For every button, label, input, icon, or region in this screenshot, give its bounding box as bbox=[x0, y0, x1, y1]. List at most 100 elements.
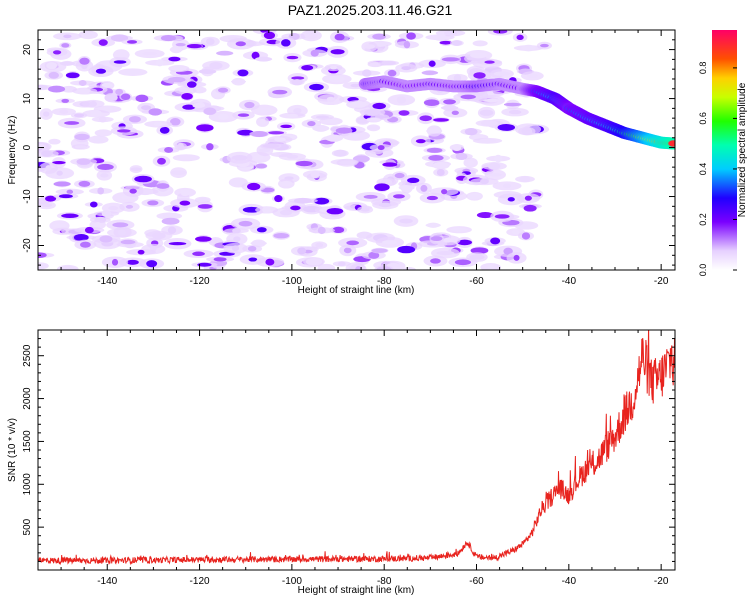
noise-blob bbox=[216, 50, 234, 56]
noise-blob bbox=[80, 241, 91, 248]
noise-blob bbox=[259, 118, 266, 125]
noise-blob bbox=[48, 85, 66, 93]
noise-blob bbox=[469, 254, 485, 260]
noise-blob bbox=[503, 102, 522, 107]
x-tick-label: -20 bbox=[654, 576, 669, 587]
noise-blob bbox=[181, 93, 193, 100]
noise-blob bbox=[93, 136, 104, 143]
noise-blob bbox=[470, 52, 487, 59]
spectrogram-noise bbox=[38, 30, 552, 270]
noise-blob bbox=[205, 38, 215, 45]
noise-blob bbox=[74, 133, 90, 141]
noise-blob bbox=[231, 155, 248, 161]
noise-blob bbox=[294, 197, 312, 204]
noise-blob bbox=[374, 183, 390, 191]
noise-blob bbox=[251, 51, 260, 60]
noise-blob bbox=[192, 102, 206, 108]
noise-blob bbox=[120, 195, 131, 200]
noise-blob bbox=[170, 170, 187, 176]
noise-blob bbox=[503, 247, 513, 255]
colorbar-tick-label: 0.4 bbox=[698, 163, 708, 176]
noise-blob bbox=[480, 178, 489, 185]
noise-blob bbox=[525, 127, 532, 132]
noise-blob bbox=[112, 52, 130, 58]
y-tick-label: -20 bbox=[22, 238, 33, 253]
noise-blob bbox=[63, 34, 72, 39]
colorbar-gradient bbox=[712, 30, 737, 270]
noise-blob bbox=[521, 44, 536, 52]
noise-blob bbox=[297, 247, 307, 255]
noise-blob bbox=[343, 247, 352, 254]
noise-blob bbox=[235, 41, 246, 47]
noise-blob bbox=[473, 72, 486, 79]
noise-blob bbox=[317, 265, 336, 270]
noise-blob bbox=[436, 251, 455, 256]
noise-blob bbox=[432, 161, 450, 169]
x-tick-label: -120 bbox=[190, 576, 210, 587]
noise-blob bbox=[206, 143, 214, 151]
noise-blob bbox=[262, 143, 280, 149]
noise-blob bbox=[110, 34, 129, 42]
x-tick-label: -60 bbox=[469, 276, 484, 287]
colorbar-tick-label: 0.6 bbox=[698, 112, 708, 125]
noise-blob bbox=[310, 170, 320, 179]
noise-blob bbox=[479, 109, 494, 116]
noise-blob bbox=[180, 188, 190, 197]
noise-blob bbox=[540, 43, 549, 48]
noise-blob bbox=[147, 200, 159, 206]
noise-blob bbox=[398, 184, 415, 191]
noise-blob bbox=[478, 138, 497, 144]
noise-blob bbox=[399, 218, 413, 224]
noise-blob bbox=[426, 195, 438, 201]
noise-blob bbox=[382, 240, 398, 245]
noise-blob bbox=[454, 259, 472, 266]
noise-blob bbox=[48, 139, 61, 144]
snr-plot-area bbox=[38, 330, 675, 570]
noise-blob bbox=[182, 155, 190, 160]
noise-blob bbox=[250, 131, 268, 138]
noise-blob bbox=[263, 31, 276, 40]
noise-blob bbox=[126, 40, 138, 44]
noise-blob bbox=[467, 193, 482, 200]
snr-x-ticks: -140 -120 -100 -80 -60 -40 -20 bbox=[37, 330, 669, 587]
noise-blob bbox=[192, 251, 205, 256]
noise-blob bbox=[45, 165, 52, 171]
noise-blob bbox=[178, 88, 193, 93]
noise-blob bbox=[521, 232, 531, 240]
noise-blob bbox=[290, 205, 301, 211]
noise-blob bbox=[363, 194, 378, 199]
noise-blob bbox=[482, 98, 501, 103]
snr-y-ticks: 500 1000 1500 2000 2500 bbox=[22, 329, 675, 571]
colorbar-tick-label: 0.2 bbox=[698, 213, 708, 226]
noise-blob bbox=[53, 181, 71, 187]
noise-blob bbox=[307, 120, 316, 127]
noise-blob bbox=[76, 158, 91, 165]
noise-blob bbox=[161, 217, 180, 225]
noise-blob bbox=[330, 49, 345, 55]
noise-blob bbox=[329, 65, 338, 70]
noise-blob bbox=[59, 61, 76, 66]
noise-blob bbox=[301, 65, 314, 71]
noise-blob bbox=[453, 74, 462, 82]
snr-x-label: Height of straight line (km) bbox=[298, 585, 415, 596]
noise-blob bbox=[325, 134, 344, 142]
x-tick-label: -40 bbox=[562, 276, 577, 287]
noise-blob bbox=[507, 197, 515, 202]
noise-blob bbox=[286, 154, 299, 159]
noise-blob bbox=[59, 109, 69, 114]
noise-blob bbox=[322, 119, 340, 124]
noise-blob bbox=[326, 207, 344, 215]
noise-blob bbox=[134, 175, 152, 183]
noise-blob bbox=[333, 149, 347, 157]
noise-blob bbox=[95, 68, 107, 74]
noise-blob bbox=[420, 184, 428, 192]
noise-blob bbox=[186, 43, 202, 49]
noise-blob bbox=[237, 113, 250, 117]
noise-blob bbox=[231, 245, 240, 252]
noise-blob bbox=[480, 120, 498, 127]
noise-blob bbox=[279, 180, 293, 187]
noise-blob bbox=[397, 245, 416, 254]
noise-blob bbox=[101, 82, 113, 88]
noise-blob bbox=[464, 128, 478, 136]
